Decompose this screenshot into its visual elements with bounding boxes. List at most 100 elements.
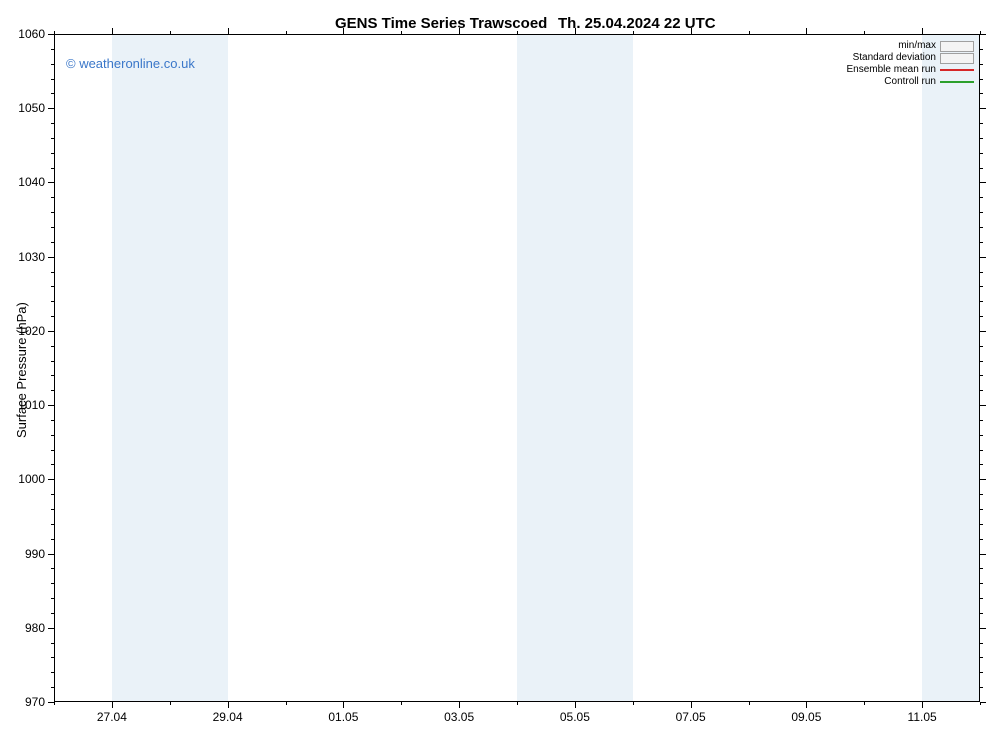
x-minor-tick-mark [401, 702, 402, 705]
x-tick-mark [343, 702, 344, 708]
y-minor-tick-mark [980, 375, 983, 376]
y-tick-mark [980, 405, 986, 406]
y-minor-tick-mark [51, 79, 54, 80]
x-tick-mark [691, 28, 692, 34]
y-tick-label: 1030 [18, 250, 45, 264]
y-minor-tick-mark [51, 49, 54, 50]
y-minor-tick-mark [51, 583, 54, 584]
y-tick-label: 1010 [18, 398, 45, 412]
y-tick-label: 1000 [18, 472, 45, 486]
x-minor-tick-mark [980, 702, 981, 705]
x-tick-label: 07.05 [676, 710, 706, 724]
y-tick-mark [48, 554, 54, 555]
legend-row: Standard deviation [847, 52, 975, 64]
y-tick-mark [48, 628, 54, 629]
y-minor-tick-mark [980, 227, 983, 228]
y-minor-tick-mark [51, 346, 54, 347]
y-minor-tick-mark [51, 316, 54, 317]
y-minor-tick-mark [980, 272, 983, 273]
x-minor-tick-mark [170, 31, 171, 34]
y-minor-tick-mark [51, 450, 54, 451]
y-tick-label: 970 [25, 695, 45, 709]
y-minor-tick-mark [51, 153, 54, 154]
y-minor-tick-mark [51, 613, 54, 614]
y-minor-tick-mark [980, 464, 983, 465]
legend-swatch [940, 41, 974, 52]
y-tick-label: 980 [25, 621, 45, 635]
x-minor-tick-mark [170, 702, 171, 705]
y-tick-mark [48, 479, 54, 480]
watermark-text: © weatheronline.co.uk [66, 56, 195, 71]
y-minor-tick-mark [980, 568, 983, 569]
x-minor-tick-mark [633, 702, 634, 705]
y-minor-tick-mark [980, 64, 983, 65]
y-minor-tick-mark [51, 361, 54, 362]
x-tick-mark [575, 702, 576, 708]
y-minor-tick-mark [980, 435, 983, 436]
x-tick-label: 05.05 [560, 710, 590, 724]
y-minor-tick-mark [51, 286, 54, 287]
chart-title-right: Th. 25.04.2024 22 UTC [558, 15, 716, 32]
x-tick-mark [922, 702, 923, 708]
y-minor-tick-mark [51, 435, 54, 436]
y-minor-tick-mark [980, 598, 983, 599]
x-minor-tick-mark [517, 31, 518, 34]
y-minor-tick-mark [51, 301, 54, 302]
y-minor-tick-mark [980, 286, 983, 287]
y-minor-tick-mark [980, 93, 983, 94]
y-minor-tick-mark [980, 212, 983, 213]
x-tick-label: 03.05 [444, 710, 474, 724]
x-tick-label: 29.04 [213, 710, 243, 724]
x-tick-mark [806, 28, 807, 34]
x-minor-tick-mark [980, 31, 981, 34]
x-minor-tick-mark [54, 31, 55, 34]
x-minor-tick-mark [749, 702, 750, 705]
y-minor-tick-mark [51, 598, 54, 599]
x-tick-mark [922, 28, 923, 34]
y-minor-tick-mark [51, 539, 54, 540]
x-tick-mark [459, 28, 460, 34]
x-minor-tick-mark [864, 31, 865, 34]
y-minor-tick-mark [51, 168, 54, 169]
y-tick-mark [980, 554, 986, 555]
weekend-band [112, 34, 228, 702]
y-tick-mark [980, 108, 986, 109]
y-minor-tick-mark [980, 242, 983, 243]
legend-swatch [940, 65, 974, 76]
weekend-band [922, 34, 980, 702]
y-minor-tick-mark [980, 657, 983, 658]
legend-label: Ensemble mean run [847, 64, 941, 76]
y-minor-tick-mark [51, 509, 54, 510]
legend-swatch [940, 53, 974, 64]
x-tick-mark [575, 28, 576, 34]
y-tick-label: 1020 [18, 324, 45, 338]
y-minor-tick-mark [980, 301, 983, 302]
y-minor-tick-mark [980, 509, 983, 510]
y-tick-mark [980, 34, 986, 35]
y-axis-label: Surface Pressure (hPa) [14, 302, 29, 438]
y-minor-tick-mark [51, 242, 54, 243]
x-tick-label: 09.05 [791, 710, 821, 724]
x-minor-tick-mark [286, 702, 287, 705]
y-minor-tick-mark [980, 687, 983, 688]
x-tick-mark [228, 702, 229, 708]
y-minor-tick-mark [51, 494, 54, 495]
x-tick-mark [228, 28, 229, 34]
y-minor-tick-mark [51, 464, 54, 465]
y-tick-mark [980, 182, 986, 183]
y-minor-tick-mark [980, 79, 983, 80]
y-minor-tick-mark [980, 346, 983, 347]
y-minor-tick-mark [980, 123, 983, 124]
x-tick-mark [112, 28, 113, 34]
y-minor-tick-mark [980, 390, 983, 391]
x-minor-tick-mark [864, 702, 865, 705]
legend-swatch [940, 77, 974, 88]
y-minor-tick-mark [980, 49, 983, 50]
x-tick-label: 01.05 [328, 710, 358, 724]
y-minor-tick-mark [980, 613, 983, 614]
y-tick-mark [980, 331, 986, 332]
y-minor-tick-mark [51, 212, 54, 213]
x-minor-tick-mark [286, 31, 287, 34]
legend-label: Standard deviation [853, 52, 940, 64]
x-minor-tick-mark [749, 31, 750, 34]
